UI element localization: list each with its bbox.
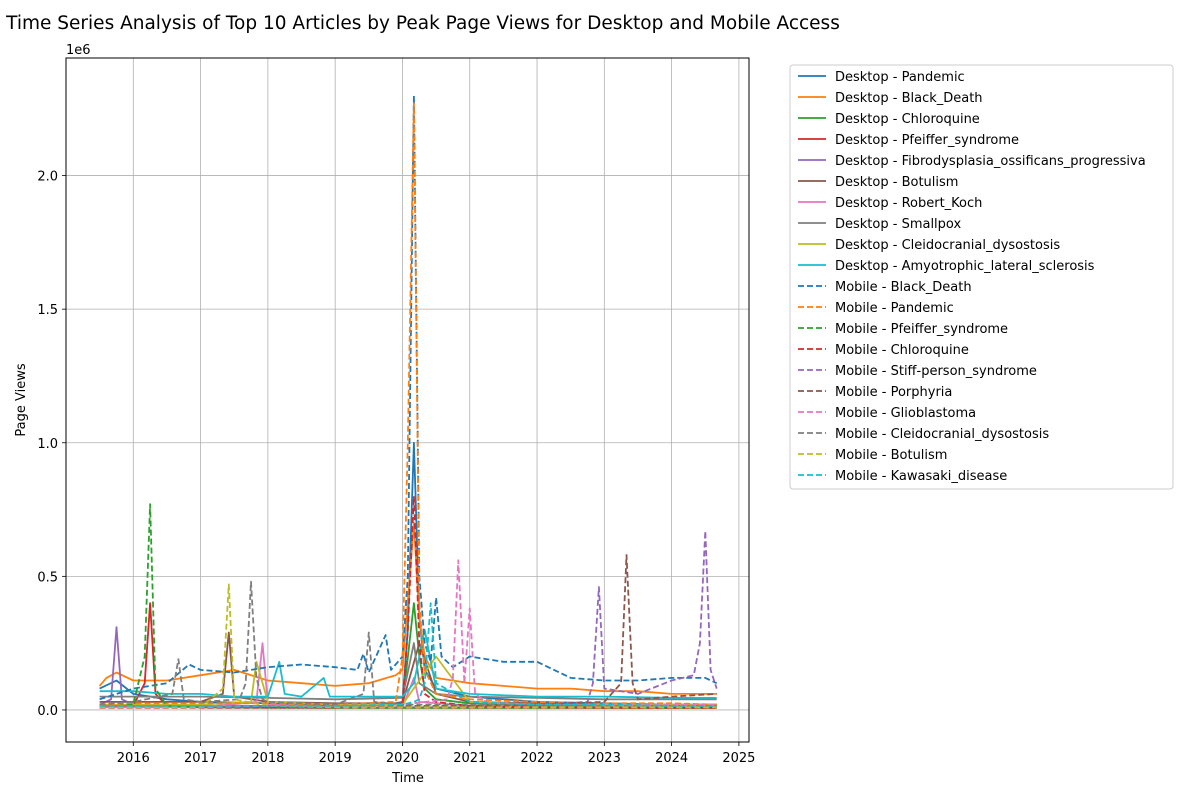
- x-tick-label: 2016: [117, 751, 150, 766]
- legend-frame: [789, 64, 1174, 490]
- series-line: [99, 102, 717, 706]
- legend-label: Mobile - Kawasaki_disease: [835, 469, 1007, 484]
- y-axis-label: Page Views: [14, 363, 29, 436]
- y-tick-label: 2.0: [37, 170, 58, 185]
- legend-label: Mobile - Chloroquine: [835, 343, 969, 358]
- legend-label: Mobile - Pfeiffer_syndrome: [835, 322, 1008, 337]
- legend-label: Mobile - Glioblastoma: [835, 406, 976, 421]
- legend-label: Desktop - Cleidocranial_dysostosis: [835, 238, 1060, 253]
- x-tick-label: 2024: [655, 751, 688, 766]
- legend-label: Mobile - Pandemic: [835, 301, 954, 316]
- legend-label: Mobile - Porphyria: [835, 385, 952, 400]
- x-tick-label: 2017: [184, 751, 217, 766]
- y-tick-label: 0.5: [37, 570, 58, 585]
- series-line: [99, 628, 717, 699]
- series-line: [98, 522, 717, 695]
- legend-label: Desktop - Botulism: [835, 175, 958, 190]
- series-line: [99, 602, 717, 707]
- series-line: [99, 94, 718, 701]
- y-tick-label: 0.0: [37, 704, 58, 719]
- legend-label: Desktop - Smallpox: [835, 217, 961, 232]
- x-tick-label: 2025: [722, 751, 755, 766]
- x-tick-label: 2020: [386, 751, 419, 766]
- legend-label: Mobile - Cleidocranial_dysostosis: [835, 427, 1049, 442]
- legend-label: Desktop - Chloroquine: [835, 112, 980, 127]
- y-tick-label: 1.0: [37, 437, 58, 452]
- legend-label: Mobile - Black_Death: [835, 280, 972, 295]
- x-tick-label: 2021: [453, 751, 486, 766]
- plot-frame: [65, 57, 750, 743]
- legend-label: Mobile - Botulism: [835, 448, 947, 463]
- series-layer: [98, 94, 718, 709]
- series-line: [99, 642, 717, 701]
- legend-label: Desktop - Amyotrophic_lateral_sclerosis: [835, 259, 1095, 274]
- x-tick-label: 2018: [251, 751, 284, 766]
- axis-layer: 2016 2017 2018 2019 2020 2021 2022 2023 2024 2025…: [37, 170, 755, 766]
- x-tick-label: 2019: [319, 751, 352, 766]
- chart-title: Time Series Analysis of Top 10 Articles …: [5, 13, 840, 34]
- legend-label: Mobile - Stiff-person_syndrome: [835, 364, 1037, 379]
- legend-label: Desktop - Pandemic: [835, 70, 965, 85]
- y-offset-label: 1e6: [66, 43, 91, 58]
- series-line: [99, 530, 718, 709]
- y-tick-label: 1.5: [37, 303, 58, 318]
- series-line: [99, 580, 717, 707]
- legend-label: Desktop - Fibrodysplasia_ossificans_prog…: [835, 154, 1146, 169]
- grid-layer: [66, 58, 749, 742]
- x-axis-label: Time: [391, 771, 424, 786]
- legend-label: Desktop - Pfeiffer_syndrome: [835, 133, 1019, 148]
- x-tick-label: 2022: [520, 751, 553, 766]
- legend: Desktop - Pandemic Desktop - Black_Death D…: [789, 64, 1174, 490]
- x-tick-label: 2023: [588, 751, 621, 766]
- legend-label: Desktop - Robert_Koch: [835, 196, 982, 211]
- legend-label: Desktop - Black_Death: [835, 91, 983, 106]
